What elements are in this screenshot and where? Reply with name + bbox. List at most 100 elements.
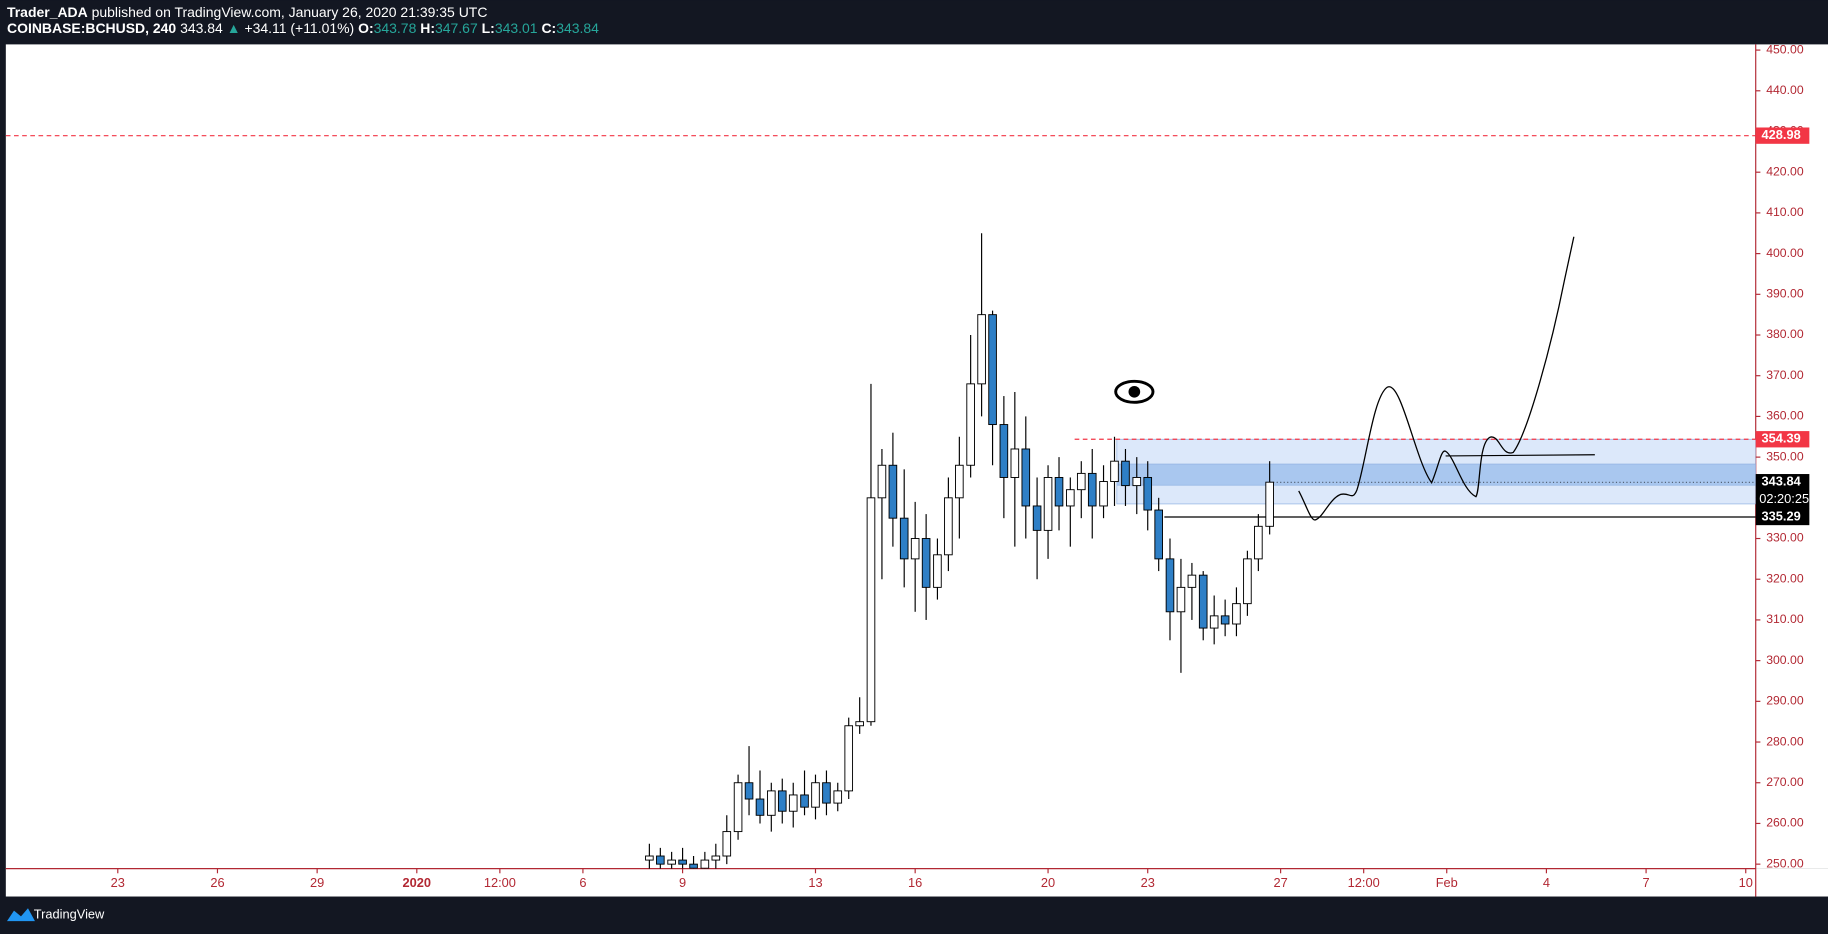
y-tick-label: 330.00: [1766, 531, 1804, 545]
candle-body: [744, 782, 754, 800]
candle-body: [977, 314, 986, 385]
x-tick-label: 12:00: [484, 875, 516, 890]
y-tick-label: 440.00: [1766, 83, 1804, 97]
price-axis: [1755, 44, 1828, 869]
candle-body: [966, 383, 975, 466]
candle-body: [1087, 472, 1097, 507]
candle-body: [766, 790, 776, 816]
price-label-bg: [1755, 431, 1810, 448]
candle-body: [988, 314, 997, 426]
candle-body: [888, 464, 898, 519]
y-tick-label: 420.00: [1766, 164, 1804, 178]
x-tick-label: 23: [111, 875, 125, 890]
symbol-line: COINBASE:BCHUSD, 240 343.84 ▲ +34.11 (+1…: [7, 20, 599, 36]
arrow: ▲: [227, 20, 241, 36]
candle-body: [788, 794, 798, 812]
candle-body: [1143, 477, 1153, 511]
candle-body: [1121, 460, 1130, 487]
price-label-bg: [1755, 127, 1810, 144]
candle-body: [955, 464, 964, 499]
candle-body: [1176, 586, 1186, 613]
h-label: H:: [420, 20, 435, 36]
candle-body: [1010, 448, 1020, 478]
c-label: C:: [541, 20, 556, 36]
y-tick-label: 250.00: [1766, 856, 1804, 870]
y-tick-label: 260.00: [1766, 816, 1804, 830]
x-tick-label: 2020: [403, 875, 432, 890]
candle-body: [1198, 574, 1208, 629]
projection-path: [1298, 236, 1575, 521]
last: 343.84: [180, 20, 223, 36]
drawing: [1114, 236, 1595, 521]
x-tick-label: 4: [1543, 875, 1550, 890]
candle-body: [656, 855, 665, 865]
candle-body: [1254, 525, 1263, 560]
x-tick-label: 16: [908, 875, 922, 890]
footer: [0, 896, 1828, 934]
published: published on TradingView.com, January 26…: [92, 4, 488, 20]
price-label: 335.29: [1762, 508, 1801, 523]
candle-body: [866, 497, 876, 723]
candle-body: [899, 517, 909, 560]
author: Trader_ADA: [7, 4, 88, 20]
y-tick-label: 360.00: [1766, 409, 1804, 423]
y-tick-label: 310.00: [1766, 612, 1804, 626]
brand: TradingView: [34, 907, 105, 922]
candle-body: [678, 859, 687, 865]
candle-body: [1154, 509, 1163, 560]
level-sketch: [1445, 454, 1595, 457]
y-tick-label: 270.00: [1766, 775, 1804, 789]
candle-body: [1232, 603, 1241, 625]
y-tick-label: 370.00: [1766, 368, 1804, 382]
x-tick-label: 12:00: [1348, 875, 1380, 890]
candle-body: [944, 497, 953, 556]
candle-body: [1110, 460, 1119, 483]
candle-body: [1043, 477, 1053, 531]
candle-body: [777, 790, 787, 812]
candle-body: [999, 424, 1009, 478]
c: 343.84: [556, 20, 599, 36]
candle-body: [855, 721, 864, 727]
candle-body: [1187, 574, 1197, 588]
candle-body: [1209, 615, 1219, 629]
o: 343.78: [374, 20, 417, 36]
candle-body: [933, 554, 942, 588]
o-label: O:: [358, 20, 374, 36]
candle-body: [833, 790, 843, 804]
candle-body: [1076, 472, 1086, 491]
candle-body: [1021, 448, 1031, 507]
candle-body: [645, 855, 654, 861]
candle-body: [1165, 558, 1175, 613]
price-label: 428.98: [1762, 127, 1801, 142]
l-label: L:: [482, 20, 495, 36]
candle-body: [667, 859, 676, 865]
y-tick-label: 300.00: [1766, 653, 1804, 667]
y-tick-label: 390.00: [1766, 287, 1804, 301]
candle-body: [1132, 477, 1142, 487]
candle-body: [877, 464, 887, 499]
candle-body: [822, 782, 831, 804]
last-price-label: 343.84: [1762, 474, 1802, 489]
candle-body: [1265, 481, 1274, 527]
zone: [1116, 463, 1756, 486]
y-tick-label: 320.00: [1766, 571, 1804, 585]
candle-body: [722, 831, 732, 857]
candle-body: [1099, 481, 1108, 507]
x-tick-label: 10: [1739, 875, 1753, 890]
candle-body: [800, 794, 809, 808]
y-tick-label: 280.00: [1766, 734, 1804, 748]
x-tick-label: Feb: [1436, 875, 1458, 890]
plot: [5, 135, 1756, 869]
candle-body: [1220, 615, 1230, 625]
x-tick-label: 20: [1041, 875, 1055, 890]
y-tick-label: 410.00: [1766, 205, 1804, 219]
x-tick-label: 9: [679, 875, 686, 890]
y-tick-label: 350.00: [1766, 449, 1804, 463]
y-tick-label: 450.00: [1766, 42, 1804, 56]
candle-body: [1243, 558, 1252, 605]
x-tick-label: 27: [1273, 875, 1287, 890]
x-tick-label: 23: [1141, 875, 1155, 890]
x-tick-label: 6: [579, 875, 586, 890]
